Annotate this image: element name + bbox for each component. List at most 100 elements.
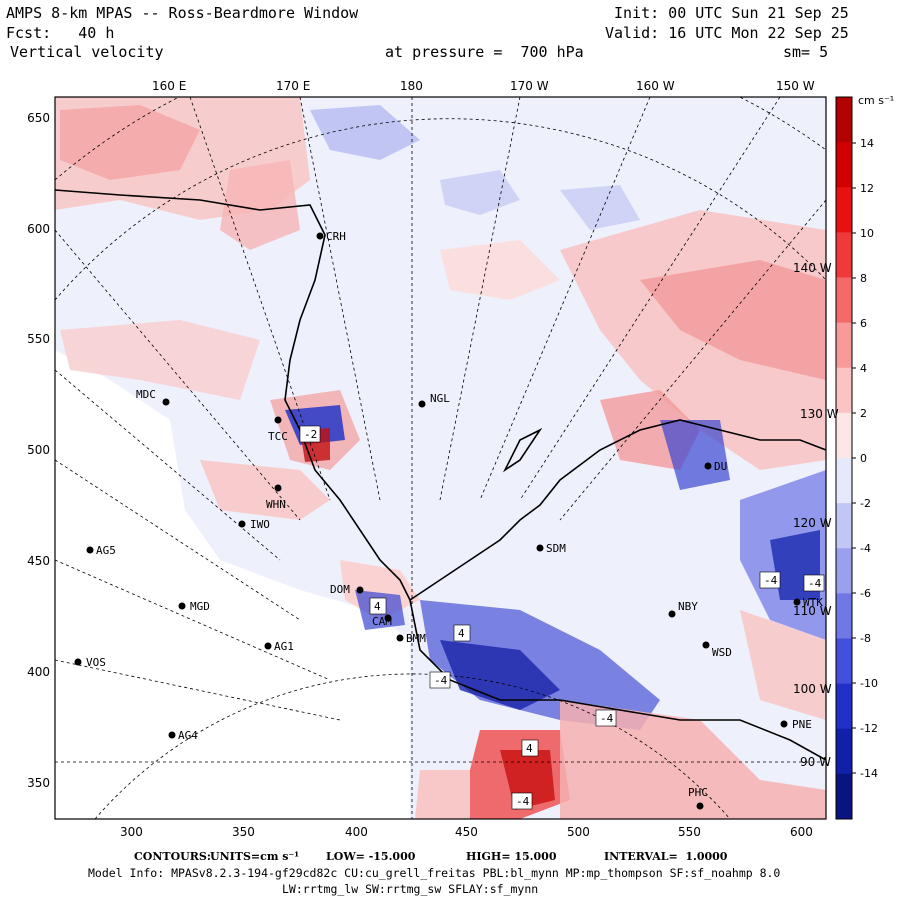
colorbar-label: 2	[860, 407, 867, 420]
station-mdc: MDC	[136, 388, 170, 406]
svg-text:NGL: NGL	[430, 392, 450, 405]
svg-text:4: 4	[458, 627, 465, 640]
colorbar-swatch	[836, 322, 852, 369]
model-info: Model Info: MPASv8.2.3-194-gf29cd82c CU:…	[88, 866, 781, 880]
contour-labels: -4 -4 -4 -4 4 4 4 -4 -2	[299, 425, 825, 810]
colorbar-label: 12	[860, 182, 874, 195]
colorbar-swatch	[836, 142, 852, 188]
svg-text:BMM: BMM	[406, 632, 426, 645]
coastline	[55, 189, 826, 761]
contour-label: -4	[429, 671, 451, 689]
colorbar-label: -14	[860, 767, 878, 780]
svg-text:AG5: AG5	[96, 544, 116, 557]
colorbar-units: cm s⁻¹	[858, 94, 894, 107]
colorbar-swatch	[836, 548, 852, 594]
meridian-label: 110 W	[793, 604, 832, 618]
colorbar-label: 14	[860, 137, 874, 150]
station-sdm: SDM	[536, 542, 566, 555]
colorbar-swatch	[836, 503, 852, 549]
svg-text:-4: -4	[600, 712, 614, 725]
svg-text:AG1: AG1	[274, 640, 294, 653]
svg-text:SDM: SDM	[546, 542, 566, 555]
station-mgd: MGD	[178, 600, 210, 613]
svg-text:-4: -4	[434, 674, 448, 687]
contour-interval: INTERVAL= 1.0000	[604, 850, 728, 863]
colorbar-label: 0	[860, 452, 867, 465]
colorbar-swatch	[836, 412, 852, 459]
contour-label: 4	[369, 597, 387, 615]
station-cam: CAM	[372, 614, 392, 628]
colorbar-label: -12	[860, 722, 878, 735]
colorbar-swatch	[836, 232, 852, 278]
contour-label: -4	[595, 709, 617, 727]
x-axis-ticks: 300 350 400 450 500 550 600	[120, 825, 813, 839]
colorbar-label: -10	[860, 677, 878, 690]
svg-text:4: 4	[374, 600, 381, 613]
meridian-label: 140 W	[793, 261, 832, 275]
y-axis-ticks: 650 600 550 500 450 400 350	[27, 111, 50, 790]
y-tick: 650	[27, 111, 50, 125]
lon-label-160e: 160 E	[152, 79, 186, 93]
colorbar-label: -2	[860, 497, 871, 510]
station-pne: PNE	[780, 718, 812, 731]
map-title: AMPS 8-km MPAS -- Ross-Beardmore Window	[6, 4, 359, 22]
colorbar-label: 6	[860, 317, 867, 330]
svg-text:-4: -4	[516, 795, 530, 808]
station-wsd: WSD	[702, 641, 732, 659]
right-meridian-labels: 140 W 130 W 120 W 110 W 100 W 90 W	[793, 261, 839, 769]
lon-label-160w: 160 W	[636, 79, 675, 93]
station-du: DU	[704, 460, 727, 473]
x-tick: 600	[790, 825, 813, 839]
svg-text:-2: -2	[304, 428, 317, 441]
svg-text:PHC: PHC	[688, 786, 708, 799]
colorbar-swatch	[836, 97, 852, 143]
svg-text:-4: -4	[808, 577, 822, 590]
y-tick: 450	[27, 554, 50, 568]
svg-text:AG4: AG4	[178, 729, 198, 742]
colorbar-swatch	[836, 187, 852, 233]
station-tcc: TCC	[268, 416, 288, 443]
colorbar-swatch	[836, 683, 852, 730]
contour-label: -4	[759, 571, 781, 589]
station-bmm: BMM	[396, 632, 426, 645]
lon-label-150w: 150 W	[776, 79, 815, 93]
svg-text:CRH: CRH	[326, 230, 346, 243]
meridian-label: 120 W	[793, 516, 832, 530]
field-name: Vertical velocity	[10, 43, 164, 61]
contour-low: LOW= -15.000	[326, 850, 416, 863]
svg-text:TCC: TCC	[268, 430, 288, 443]
x-tick: 450	[455, 825, 478, 839]
station-nby: NBY	[668, 600, 698, 618]
colorbar-swatch	[836, 773, 852, 820]
colorbar-swatch	[836, 638, 852, 685]
svg-text:WTK: WTK	[803, 596, 823, 609]
top-longitude-labels: 160 E 170 E 180 170 W 160 W 150 W	[152, 79, 815, 93]
colorbar-swatch	[836, 728, 852, 775]
contours-label: CONTOURS:	[134, 850, 211, 863]
vertical-velocity-field	[55, 97, 826, 819]
contour-label: -4	[803, 574, 825, 592]
svg-text:MDC: MDC	[136, 388, 156, 401]
svg-text:PNE: PNE	[792, 718, 812, 731]
station-vos: VOS	[74, 656, 106, 669]
svg-text:DOM: DOM	[330, 583, 350, 596]
x-tick: 300	[120, 825, 143, 839]
colorbar-label: 10	[860, 227, 874, 240]
svg-text:MGD: MGD	[190, 600, 210, 613]
meridian-label: 90 W	[800, 755, 831, 769]
colorbar-swatch	[836, 593, 852, 639]
svg-text:WHN: WHN	[266, 498, 286, 511]
meridian-label: 130 W	[800, 407, 839, 421]
svg-text:IWO: IWO	[250, 518, 270, 531]
svg-text:WSD: WSD	[712, 646, 732, 659]
colorbar-label: -8	[860, 632, 871, 645]
meridian-label: 100 W	[793, 682, 832, 696]
contour-label: 4	[521, 739, 539, 757]
contour-units: UNITS=cm s⁻¹	[210, 850, 300, 863]
lon-label-170e: 170 E	[276, 79, 310, 93]
y-tick: 500	[27, 443, 50, 457]
colorbar-label: -6	[860, 587, 871, 600]
svg-text:VOS: VOS	[86, 656, 106, 669]
colorbar-label: 8	[860, 272, 867, 285]
